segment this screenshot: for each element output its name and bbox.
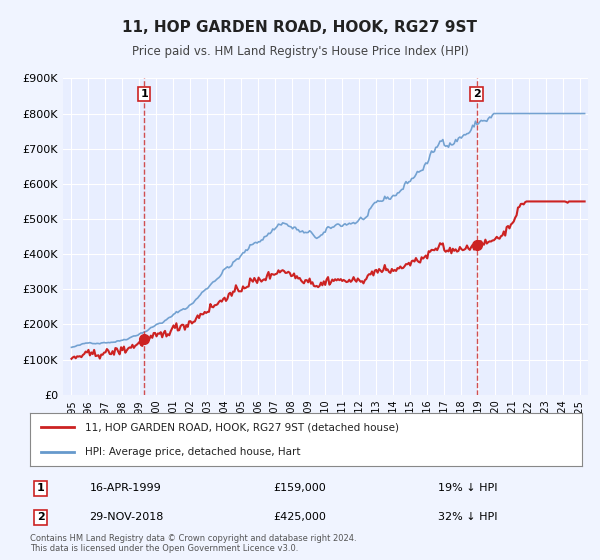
Text: 11, HOP GARDEN ROAD, HOOK, RG27 9ST (detached house): 11, HOP GARDEN ROAD, HOOK, RG27 9ST (det… (85, 422, 399, 432)
Text: 1: 1 (37, 483, 44, 493)
Text: Price paid vs. HM Land Registry's House Price Index (HPI): Price paid vs. HM Land Registry's House … (131, 45, 469, 58)
Text: HPI: Average price, detached house, Hart: HPI: Average price, detached house, Hart (85, 446, 301, 456)
Text: Contains HM Land Registry data © Crown copyright and database right 2024.: Contains HM Land Registry data © Crown c… (30, 534, 356, 543)
Text: £159,000: £159,000 (274, 483, 326, 493)
Text: 2: 2 (473, 89, 481, 99)
Text: 32% ↓ HPI: 32% ↓ HPI (438, 512, 498, 522)
Text: 16-APR-1999: 16-APR-1999 (90, 483, 162, 493)
Text: 11, HOP GARDEN ROAD, HOOK, RG27 9ST: 11, HOP GARDEN ROAD, HOOK, RG27 9ST (122, 20, 478, 35)
Text: 2: 2 (37, 512, 44, 522)
Text: 1: 1 (140, 89, 148, 99)
Text: 19% ↓ HPI: 19% ↓ HPI (438, 483, 498, 493)
Text: £425,000: £425,000 (274, 512, 326, 522)
Text: 29-NOV-2018: 29-NOV-2018 (89, 512, 163, 522)
Text: This data is licensed under the Open Government Licence v3.0.: This data is licensed under the Open Gov… (30, 544, 298, 553)
